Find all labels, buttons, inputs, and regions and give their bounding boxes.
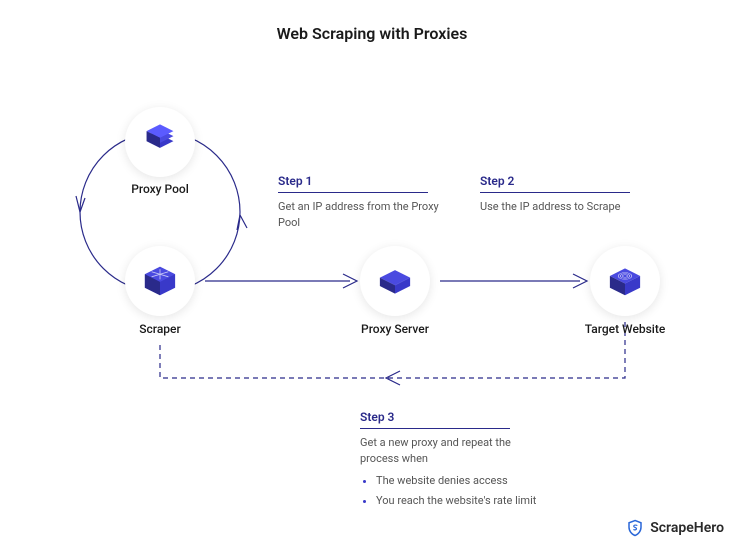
- server-cube-icon: [374, 260, 416, 302]
- node-target-website-label: Target Website: [575, 322, 675, 336]
- step-1: Step 1 Get an IP address from the Proxy …: [278, 170, 448, 231]
- step-3-bullet-1: The website denies access: [376, 473, 550, 489]
- step-3-bullets: The website denies access You reach the …: [360, 473, 550, 509]
- server-stack-icon: [139, 121, 181, 163]
- brand-name: ScrapeHero: [650, 520, 724, 536]
- step-3-lead: Get a new proxy and repeat the process w…: [360, 436, 511, 465]
- step-3-body: Get a new proxy and repeat the process w…: [360, 435, 550, 509]
- fingerprint-cube-icon: [604, 260, 646, 302]
- step-3-bullet-2: You reach the website's rate limit: [376, 493, 550, 509]
- node-target-website: [590, 246, 660, 316]
- node-scraper: [125, 246, 195, 316]
- node-proxy-server: [360, 246, 430, 316]
- step-3: Step 3 Get a new proxy and repeat the pr…: [360, 406, 550, 513]
- node-proxy-pool-label: Proxy Pool: [120, 182, 200, 196]
- step-1-body: Get an IP address from the Proxy Pool: [278, 199, 448, 231]
- step-1-title: Step 1: [278, 174, 428, 193]
- step-2: Step 2 Use the IP address to Scrape: [480, 170, 650, 215]
- node-proxy-server-label: Proxy Server: [345, 322, 445, 336]
- step-3-title: Step 3: [360, 410, 510, 429]
- node-scraper-label: Scraper: [120, 322, 200, 336]
- brand: ScrapeHero: [626, 519, 724, 537]
- diagram-title: Web Scraping with Proxies: [0, 24, 744, 43]
- shield-s-icon: [626, 519, 644, 537]
- step-2-body: Use the IP address to Scrape: [480, 199, 650, 215]
- step-2-title: Step 2: [480, 174, 630, 193]
- node-proxy-pool: [125, 107, 195, 177]
- snowflake-cube-icon: [139, 260, 181, 302]
